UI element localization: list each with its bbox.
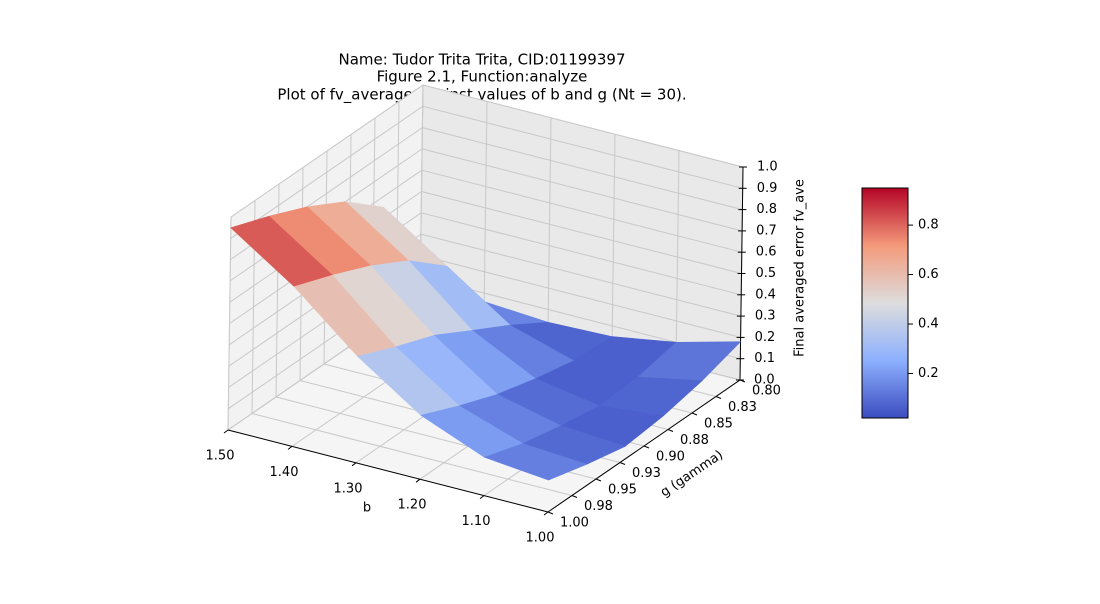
z-tick-label: 0.5 bbox=[756, 266, 777, 281]
z-tick-label: 0.1 bbox=[754, 351, 775, 366]
z-tick-label: 0.9 bbox=[757, 181, 778, 196]
grid-line bbox=[420, 233, 742, 317]
y-tick-label: 0.83 bbox=[728, 400, 757, 415]
x-tick-label: 1.40 bbox=[270, 465, 299, 480]
z-axis-label: Final averaged error fv_ave bbox=[793, 179, 808, 357]
tick-mark bbox=[287, 445, 293, 450]
z-tick-label: 0.2 bbox=[755, 330, 776, 345]
z-tick-label: 0.3 bbox=[755, 309, 776, 324]
z-tick-label: 0.0 bbox=[754, 373, 775, 388]
tick-mark bbox=[667, 429, 674, 432]
y-tick-label: 0.88 bbox=[680, 433, 709, 448]
x-tick-label: 1.20 bbox=[398, 498, 427, 513]
grid-line bbox=[421, 212, 742, 296]
grid-line bbox=[422, 127, 743, 211]
colorbar-tick-label: 0.4 bbox=[918, 317, 939, 332]
y-tick-label: 0.85 bbox=[704, 417, 733, 432]
grid-line bbox=[422, 105, 743, 189]
grid-line bbox=[422, 84, 744, 168]
grid-line bbox=[230, 84, 424, 218]
grid-line bbox=[251, 413, 573, 496]
y-tick-label: 0.98 bbox=[584, 499, 613, 514]
y-tick-label: 0.95 bbox=[608, 483, 637, 498]
tick-mark bbox=[543, 511, 549, 516]
x-axis-label: b bbox=[363, 501, 371, 516]
grid-line bbox=[421, 169, 742, 253]
tick-mark bbox=[595, 478, 602, 482]
z-tick-label: 1.0 bbox=[757, 160, 778, 175]
x-tick-label: 1.10 bbox=[462, 514, 491, 529]
tick-mark bbox=[479, 495, 485, 500]
tick-mark bbox=[715, 396, 722, 399]
grid-line bbox=[420, 254, 741, 338]
y-tick-label: 0.90 bbox=[656, 450, 685, 465]
z-tick-label: 0.4 bbox=[755, 287, 776, 302]
z-tick-label: 0.7 bbox=[756, 223, 777, 238]
y-tick-label: 0.93 bbox=[632, 466, 661, 481]
axis-line bbox=[227, 429, 549, 513]
z-tick-label: 0.8 bbox=[756, 202, 777, 217]
grid-line bbox=[421, 148, 743, 232]
colorbar-tick-label: 0.2 bbox=[918, 366, 939, 381]
surface-patch bbox=[483, 443, 588, 481]
tick-mark bbox=[415, 478, 421, 483]
x-tick-label: 1.00 bbox=[526, 531, 555, 546]
tick-mark bbox=[351, 462, 357, 467]
z-tick-label: 0.6 bbox=[756, 245, 777, 260]
y-tick-label: 1.00 bbox=[560, 516, 589, 531]
tick-mark bbox=[643, 445, 650, 449]
x-tick-label: 1.50 bbox=[206, 449, 235, 464]
tick-mark bbox=[691, 412, 698, 416]
colorbar-tick-label: 0.6 bbox=[918, 267, 939, 282]
grid-line bbox=[230, 105, 423, 239]
tick-mark bbox=[547, 511, 554, 515]
chart-title: Name: Tudor Trita Trita, CID:01199397 bbox=[339, 51, 626, 69]
chart-title: Figure 2.1, Function:analyze bbox=[377, 68, 588, 86]
tick-mark bbox=[223, 429, 229, 434]
chart-title: Plot of fv_average against values of b a… bbox=[277, 86, 686, 105]
y-tick-label: 0.80 bbox=[752, 384, 781, 399]
tick-mark bbox=[571, 495, 578, 498]
grid-line bbox=[421, 191, 742, 274]
x-tick-label: 1.30 bbox=[334, 481, 363, 496]
tick-mark bbox=[619, 462, 626, 465]
colorbar-tick-label: 0.8 bbox=[918, 218, 939, 233]
colorbar bbox=[861, 187, 909, 419]
